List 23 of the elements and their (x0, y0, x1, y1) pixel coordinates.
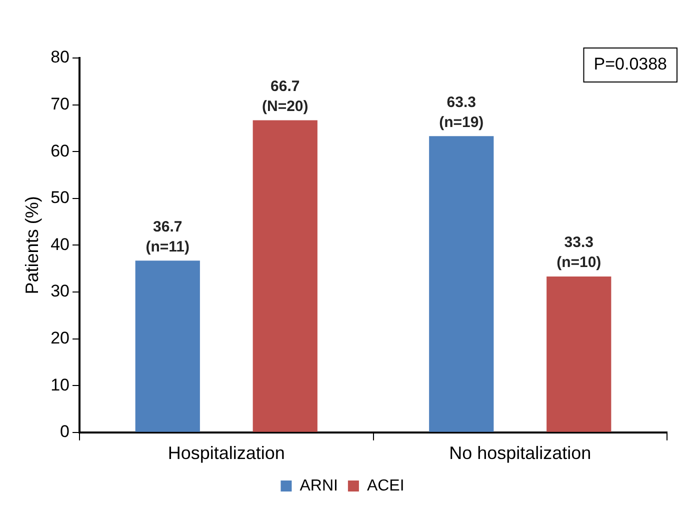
bar (135, 260, 200, 432)
y-tick-label: 50 (50, 188, 70, 208)
y-tick-label: 70 (50, 94, 70, 114)
data-label: 33.3 (n=10) (556, 234, 602, 272)
annotation: P=0.0388 (594, 54, 667, 74)
bar (546, 276, 612, 432)
data-label: 66.7 (N=20) (262, 78, 308, 115)
data-label: 36.7 (n=11) (146, 218, 190, 256)
y-tick-label: 80 (50, 48, 70, 67)
y-tick-label: 20 (50, 328, 70, 348)
y-tick-label: 30 (50, 282, 70, 301)
y-tick-label: 60 (50, 141, 70, 160)
y-tick-label: 40 (50, 234, 70, 254)
legend-label: ARNI (300, 477, 338, 494)
bar (252, 120, 318, 432)
data-label: 63.3 (n=19) (439, 94, 484, 131)
y-tick-label: 0 (60, 422, 70, 442)
x-tick-label: Hospitalization (168, 443, 285, 464)
bar (429, 136, 494, 432)
legend-label: ACEI (366, 477, 404, 494)
y-tick-label: 10 (50, 375, 70, 394)
x-tick-label: No hospitalization (449, 443, 592, 464)
y-axis-title: Patients (%) (22, 196, 42, 294)
